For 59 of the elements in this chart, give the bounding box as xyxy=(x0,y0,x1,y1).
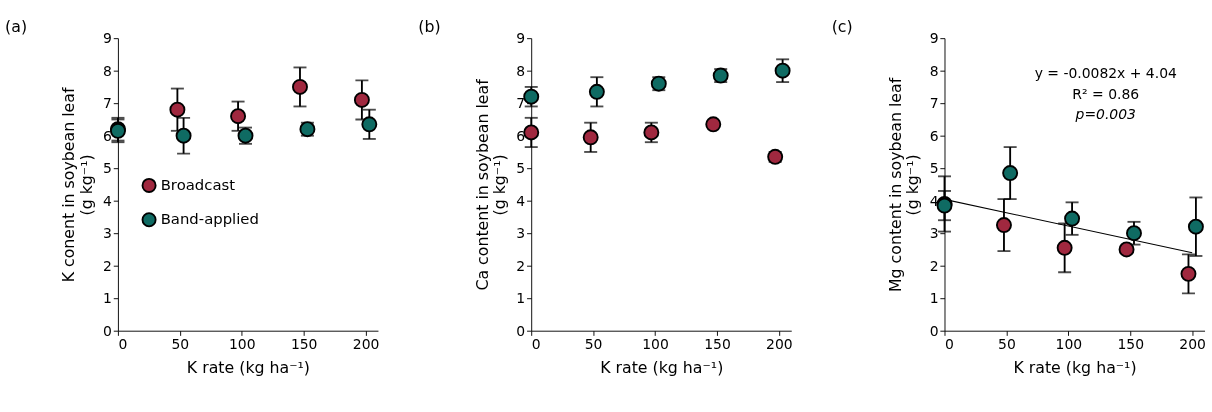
x-axis-title: K rate (kg ha⁻¹) xyxy=(1013,358,1137,377)
y-tick-label: 3 xyxy=(103,225,112,242)
x-tick-label: 0 xyxy=(118,335,128,352)
y-tick-label: 1 xyxy=(929,290,939,307)
y-tick-label: 5 xyxy=(516,160,526,177)
x-axis-title: K rate (kg ha⁻¹) xyxy=(186,358,311,377)
chart-title: (b) xyxy=(418,16,441,36)
y-tick-label: 0 xyxy=(516,322,526,339)
x-tick-label: 200 xyxy=(352,335,380,352)
y-tick-label: 1 xyxy=(516,290,526,307)
chart-title: (c) xyxy=(831,16,853,36)
y-tick-label: 2 xyxy=(929,257,939,274)
x-tick-label: 50 xyxy=(998,335,1016,352)
y-tick-label: 8 xyxy=(516,62,526,79)
x-tick-label: 50 xyxy=(584,335,603,352)
y-tick-label: 4 xyxy=(516,192,526,209)
x-tick-label: 100 xyxy=(228,335,256,352)
x-tick-label: 200 xyxy=(766,335,793,352)
y-tick-label: 4 xyxy=(929,192,939,209)
x-tick-label: 150 xyxy=(704,335,731,352)
y-tick-label: 7 xyxy=(516,95,526,112)
y-tick-label: 6 xyxy=(929,127,939,144)
y-axis-title: Ca content in soybean leaf (g kg⁻¹) xyxy=(472,78,510,291)
y-tick-label: 9 xyxy=(929,30,939,47)
x-tick-label: 100 xyxy=(1055,335,1083,352)
legend-label: Broadcast xyxy=(160,176,236,195)
y-tick-label: 9 xyxy=(103,30,112,47)
y-tick-label: 0 xyxy=(929,322,939,339)
legend-label: Band-applied xyxy=(160,210,259,229)
y-tick-label: 7 xyxy=(103,95,112,112)
x-tick-label: 200 xyxy=(1179,335,1206,352)
x-tick-label: 50 xyxy=(171,335,190,352)
y-tick-label: 8 xyxy=(929,62,939,79)
y-tick-label: 6 xyxy=(516,127,526,144)
y-axis-title: Mg content in soybean leaf (g kg⁻¹) xyxy=(885,77,923,293)
x-tick-label: 0 xyxy=(531,335,541,352)
y-tick-label: 7 xyxy=(929,95,939,112)
y-axis-title: K conent in soybean leaf (g kg⁻¹) xyxy=(59,87,96,283)
y-tick-label: 6 xyxy=(103,127,112,144)
y-tick-label: 3 xyxy=(929,225,939,242)
annotation: y = -0.0082x + 4.04 xyxy=(1034,65,1178,82)
x-tick-label: 150 xyxy=(1117,335,1145,352)
y-tick-label: 5 xyxy=(103,160,112,177)
y-tick-label: 9 xyxy=(516,30,526,47)
y-tick-label: 2 xyxy=(103,257,112,274)
y-tick-label: 0 xyxy=(103,322,112,339)
y-tick-label: 4 xyxy=(103,192,113,209)
x-tick-label: 150 xyxy=(290,335,318,352)
x-axis-title: K rate (kg ha⁻¹) xyxy=(600,358,724,377)
x-tick-label: 0 xyxy=(944,335,954,352)
y-tick-label: 3 xyxy=(516,225,526,242)
annotation: R² = 0.86 xyxy=(1072,85,1140,102)
y-tick-label: 2 xyxy=(516,257,526,274)
chart-title: (a) xyxy=(5,16,28,36)
y-tick-label: 5 xyxy=(929,160,939,177)
x-tick-label: 100 xyxy=(642,335,669,352)
y-tick-label: 8 xyxy=(103,62,112,79)
y-tick-label: 1 xyxy=(103,290,112,307)
annotation: p=0.003 xyxy=(1074,105,1136,122)
